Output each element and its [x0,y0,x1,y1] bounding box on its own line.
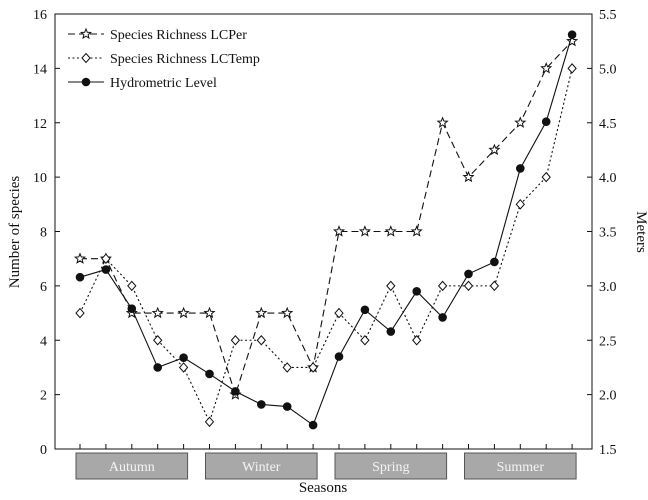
season-label: Summer [497,460,545,475]
data-point-star [566,34,579,47]
legend-marker [81,77,91,87]
legend-marker [79,27,93,40]
y-right-tick-label: 3.0 [599,280,617,295]
data-point-circle [541,117,551,126]
data-point-diamond [256,334,266,346]
season-box [464,452,577,480]
y-right-tick-label: 5.5 [599,8,617,23]
data-point-diamond [386,280,396,292]
data-point-star [514,116,527,128]
y-axis-right-title: Meters [633,211,648,253]
data-point-diamond [178,362,189,373]
data-point-diamond [567,63,577,74]
y-left-tick-label: 8 [40,226,47,241]
data-point-circle [516,164,525,173]
data-point-circle [412,287,422,296]
data-point-circle [438,313,447,322]
y-axis-left-title: Number of species [7,176,23,289]
data-point-circle [179,353,188,362]
data-point-diamond [437,280,448,292]
data-point-circle [567,30,577,39]
data-point-star [332,225,346,237]
y-left-tick-label: 2 [40,389,47,404]
season-label: Spring [372,460,409,475]
season-box [205,452,318,480]
y-right-tick-label: 2.0 [599,389,617,404]
y-left-tick-label: 4 [40,334,47,349]
data-point-star [488,143,501,156]
data-point-circle [75,272,85,282]
data-point-circle [282,402,292,411]
data-point-diamond [101,253,111,264]
data-point-circle [127,304,137,314]
data-point-circle [464,269,473,279]
data-point-star [436,116,449,128]
data-point-diamond [360,334,370,346]
y-left-tick-label: 16 [33,8,47,23]
x-axis-title: Seasons [299,480,347,495]
y-right-tick-label: 4.5 [599,117,617,132]
data-point-diamond [334,307,344,319]
y-right-tick-label: 4.0 [599,171,617,186]
data-point-star [462,170,475,183]
season-box [75,452,189,480]
legend-marker [81,52,91,64]
y-right-tick-label: 1.5 [599,443,617,458]
data-point-circle [360,305,370,315]
series-layer [73,30,579,430]
series-line-star [80,40,573,397]
data-point-diamond [463,280,474,292]
data-point-diamond [515,199,525,210]
data-point-diamond [282,362,292,373]
data-point-diamond [541,171,551,183]
data-point-star [358,225,371,237]
data-point-star [410,225,423,237]
data-point-star [255,306,268,319]
data-point-star [203,306,216,319]
legend-label: Species Richness LCPer [110,28,247,43]
legend: Species Richness LCPer Species Richness L… [68,27,260,91]
data-point-star [151,306,164,319]
data-point-circle [386,327,396,336]
data-point-diamond [153,334,163,346]
data-point-star [177,306,190,319]
y-right-tick-label: 5.0 [599,62,617,77]
data-point-diamond [412,334,422,346]
data-point-diamond [308,362,318,373]
data-point-diamond [204,416,215,428]
data-point-star [281,306,294,319]
axes-layer: 0 2 4 6 8 10 12 14 16 1.5 2.0 2.5 3.0 3.5 4.0 4.5 5.0 5.5 [33,8,617,458]
y-left-tick-label: 6 [40,280,47,295]
data-point-circle [153,363,162,372]
data-point-circle [490,257,499,267]
season-labels-layer: Autumn Winter Spring Summer [75,452,577,480]
y-left-tick-label: 10 [33,171,47,186]
data-point-circle [101,265,111,274]
data-point-circle [205,369,214,379]
season-label: Winter [242,460,281,475]
data-point-diamond [75,307,85,319]
series-line-circle [79,34,573,426]
data-point-circle [231,387,240,396]
data-point-diamond [489,280,500,292]
data-point-circle [308,420,318,430]
data-point-diamond [230,334,241,346]
data-point-diamond [127,280,137,292]
season-label: Autumn [109,460,155,475]
season-box [334,452,448,480]
y-right-tick-label: 2.5 [599,334,617,349]
legend-label: Hydrometric Level [110,76,217,91]
data-point-circle [334,352,344,361]
data-point-star [73,252,87,264]
legend-label: Species Richness LCTemp [110,52,260,67]
data-point-star [540,62,553,74]
y-left-tick-label: 12 [33,117,47,132]
y-left-tick-label: 14 [33,62,47,77]
y-right-tick-label: 3.5 [599,226,617,241]
data-point-circle [257,400,266,409]
y-left-tick-label: 0 [40,443,47,458]
data-point-star [384,225,397,237]
